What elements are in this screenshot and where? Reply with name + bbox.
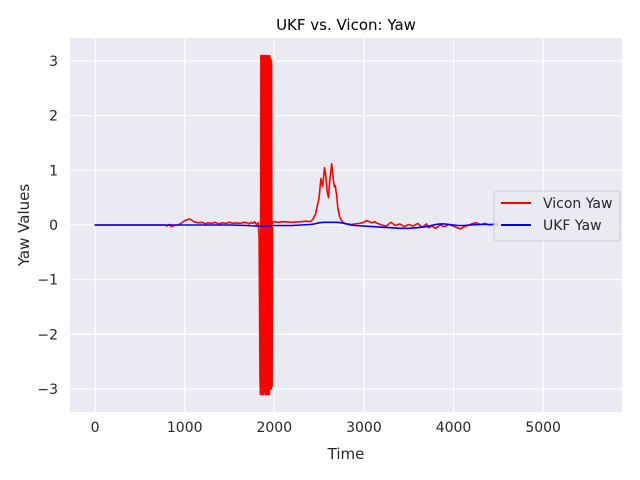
x-tick-label: 3000 (346, 420, 382, 436)
series-line-vicon-yaw (94, 54, 500, 396)
y-tick-label: −3 (37, 382, 58, 398)
grid (70, 38, 622, 412)
legend: Vicon Yaw UKF Yaw (493, 190, 621, 242)
y-axis-ticks: 3 2 1 0 −1 −2 −3 (37, 54, 58, 398)
x-axis-title: Time (327, 445, 365, 463)
y-tick-label: −2 (37, 327, 58, 343)
x-tick-label: 2000 (256, 420, 292, 436)
chart-title: UKF vs. Vicon: Yaw (276, 16, 416, 34)
y-tick-label: −1 (37, 273, 58, 289)
y-tick-label: 3 (49, 54, 58, 70)
x-tick-label: 1000 (167, 420, 203, 436)
series-layer (94, 54, 500, 396)
y-tick-label: 2 (49, 109, 58, 125)
x-tick-label: 0 (91, 420, 100, 436)
y-tick-label: 1 (49, 163, 58, 179)
x-axis-ticks: 0 1000 2000 3000 4000 5000 (91, 420, 561, 436)
y-axis-title: Yaw Values (15, 184, 33, 268)
legend-label-vicon: Vicon Yaw (543, 196, 612, 212)
legend-label-ukf: UKF Yaw (543, 218, 602, 234)
x-tick-label: 5000 (525, 420, 561, 436)
x-tick-label: 4000 (436, 420, 472, 436)
y-tick-label: 0 (49, 218, 58, 234)
series-line-ukf-yaw (94, 221, 500, 230)
